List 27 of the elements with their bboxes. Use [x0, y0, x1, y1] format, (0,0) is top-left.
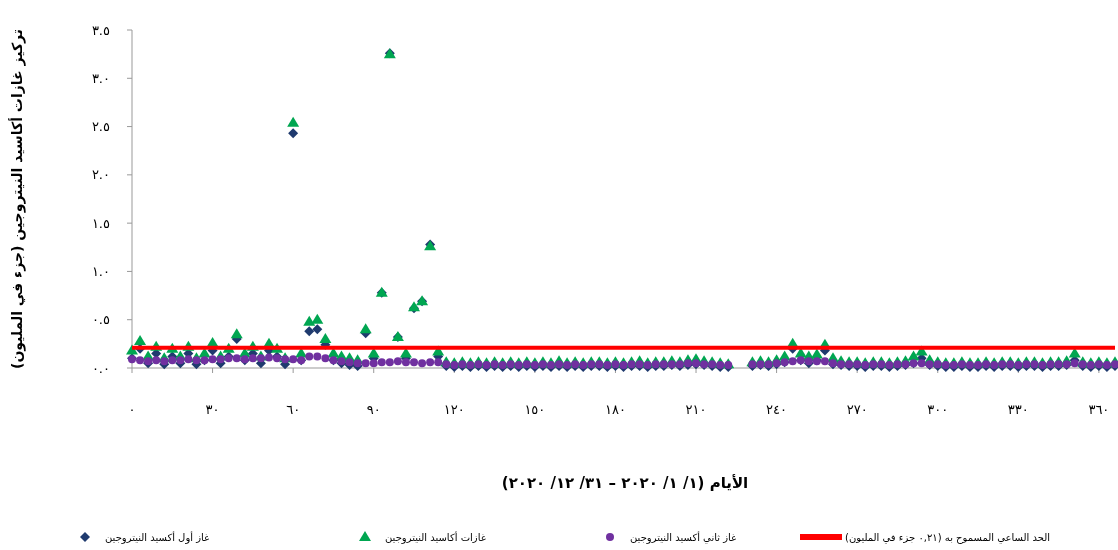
y-tick-label: ٣.٠ — [91, 70, 110, 86]
x-tick-label: ٣٣٠ — [1007, 402, 1029, 417]
y-axis-title: تركيز غازات أكاسيد النيتروجين (جزء في المليون) — [8, 29, 26, 369]
legend-label: غاز أول أكسيد النيتروجين — [105, 530, 210, 544]
x-tick-label: ٣٠ — [205, 402, 220, 417]
legend-label: غازات أكاسيد النيتروجين — [385, 530, 486, 544]
legend-label: غاز ثاني أكسيد النيتروجين — [630, 530, 737, 544]
x-tick-label: ٣٠٠ — [927, 402, 949, 417]
x-tick-label: ١٢٠ — [443, 402, 465, 417]
x-tick-label: ٦٠ — [286, 402, 301, 417]
y-tick-label: ١.٥ — [91, 215, 111, 231]
x-tick-label: ٠ — [128, 402, 136, 417]
x-axis-title: الأيام (١/ ١/ ٢٠٢٠ – ٣١/ ١٢/ ٢٠٢٠) — [501, 474, 749, 492]
x-tick-label: ٩٠ — [366, 402, 381, 417]
legend-label: الحد الساعي المسموح به (٠,٢١ جزء في المليون) — [845, 531, 1051, 544]
x-tick-label: ٢٤٠ — [766, 402, 788, 417]
y-tick-label: ٢.٥ — [91, 119, 111, 135]
y-tick-label: ٣.٥ — [91, 22, 111, 38]
y-tick-label: ٠.٠ — [91, 360, 110, 376]
x-tick-label: ١٥٠ — [524, 402, 546, 417]
x-tick-label: ٢٧٠ — [846, 402, 868, 417]
x-tick-label: ١٨٠ — [604, 402, 626, 417]
y-tick-label: ١.٠ — [91, 263, 110, 279]
y-tick-label: ٢.٠ — [91, 167, 110, 183]
y-tick-label: ٠.٥ — [91, 312, 111, 328]
x-tick-label: ٢١٠ — [685, 402, 707, 417]
x-tick-label: ٣٦٠ — [1088, 402, 1110, 417]
